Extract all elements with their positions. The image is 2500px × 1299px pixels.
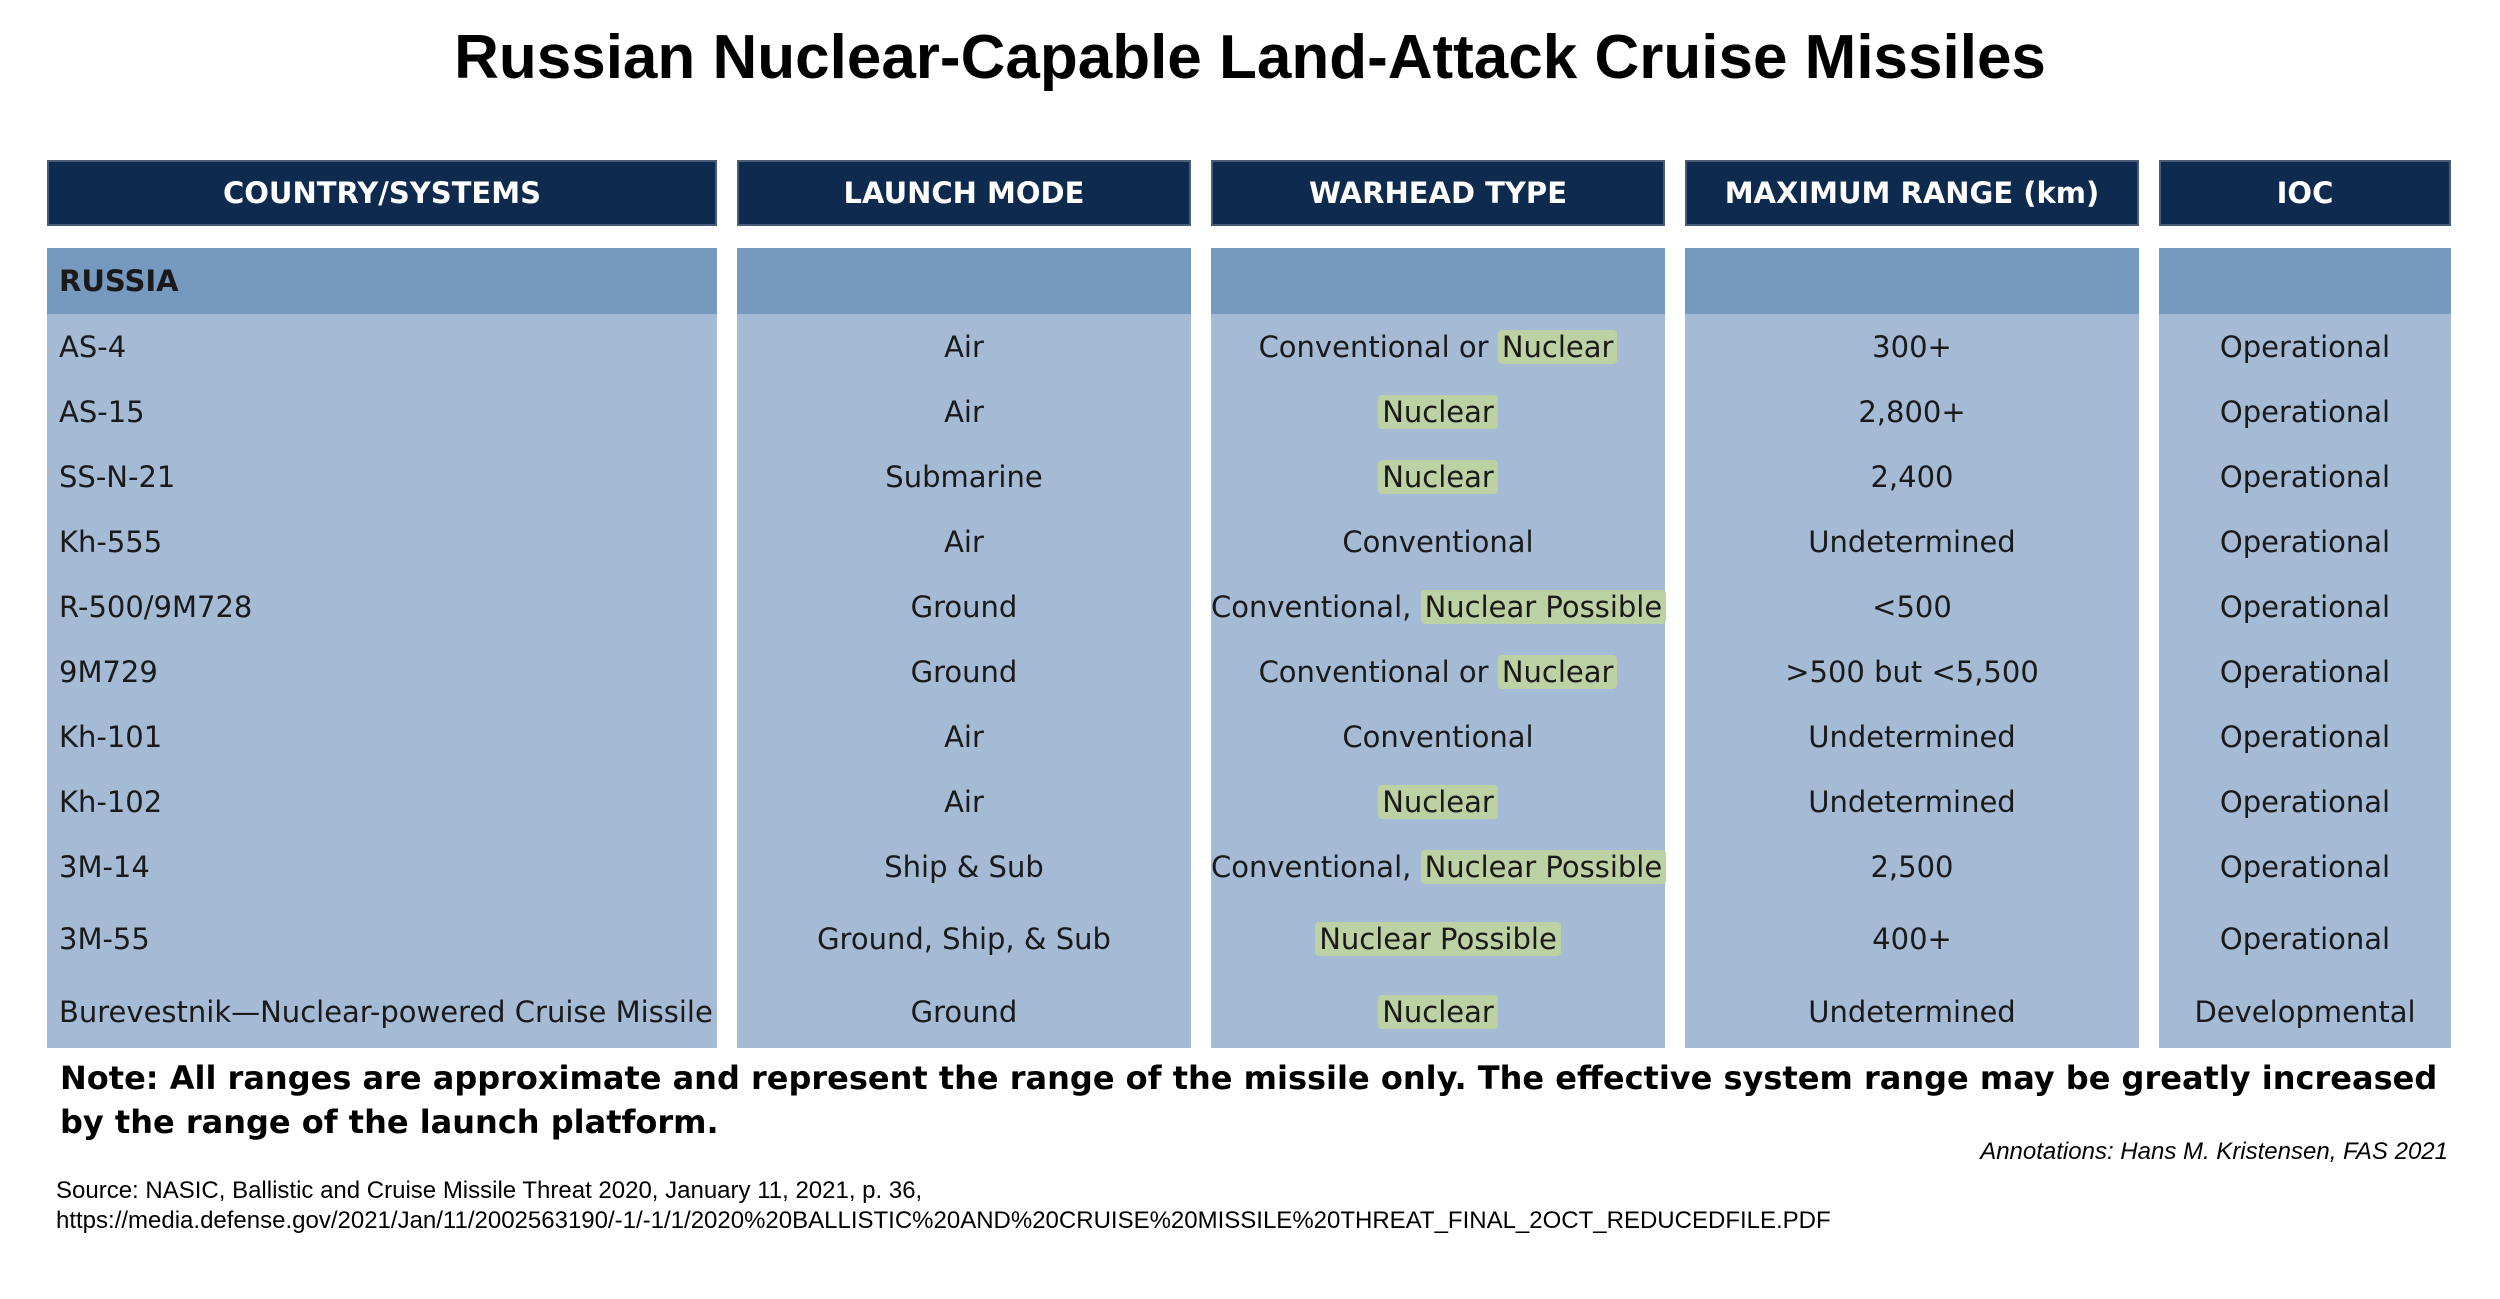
header-systems: COUNTRY/SYSTEMS bbox=[47, 160, 717, 226]
cell-range: Undetermined bbox=[1808, 785, 2016, 819]
header-ioc: IOC bbox=[2159, 160, 2451, 226]
warhead-highlight: Nuclear bbox=[1497, 330, 1618, 364]
warhead-highlight: Nuclear bbox=[1378, 395, 1498, 429]
warhead-text: Conventional, bbox=[1211, 590, 1421, 624]
cell-ioc: Operational bbox=[2219, 785, 2391, 819]
cell-ioc: Operational bbox=[2219, 720, 2391, 754]
group-band bbox=[2159, 248, 2451, 314]
cell-ioc: Operational bbox=[2219, 655, 2391, 689]
cell-launch: Air bbox=[944, 395, 984, 429]
source-line: Source: NASIC, Ballistic and Cruise Miss… bbox=[56, 1177, 923, 1204]
cell-launch: Submarine bbox=[885, 460, 1043, 494]
cell-launch: Air bbox=[944, 525, 984, 559]
header-max-range: MAXIMUM RANGE (km) bbox=[1685, 160, 2139, 226]
column-ioc: IOC Operational Operational Operational Ope… bbox=[2159, 160, 2451, 1048]
group-band bbox=[737, 248, 1191, 314]
column-launch-mode: LAUNCH MODE Air Air Submarine Air Ground Grou… bbox=[737, 160, 1191, 1048]
cell-launch: Ground bbox=[910, 590, 1018, 624]
header-warhead-type: WARHEAD TYPE bbox=[1211, 160, 1665, 226]
cell-system: 9M729 bbox=[59, 655, 158, 689]
page-title: Russian Nuclear-Capable Land-Attack Crui… bbox=[454, 23, 2046, 92]
cell-launch: Ground bbox=[910, 995, 1018, 1029]
cell-system: SS-N-21 bbox=[59, 460, 176, 494]
source-url: https://media.defense.gov/2021/Jan/11/20… bbox=[56, 1207, 1831, 1234]
warhead-highlight: Nuclear bbox=[1378, 460, 1498, 494]
cell-range: Undetermined bbox=[1808, 995, 2016, 1029]
cell-warhead: Conventional, Nuclear Possible bbox=[1211, 577, 1667, 637]
warhead-highlight: Nuclear Possible bbox=[1315, 922, 1561, 956]
warhead-highlight: Nuclear bbox=[1378, 995, 1498, 1029]
cell-system: 3M-55 bbox=[59, 922, 150, 956]
cell-range: 400+ bbox=[1872, 922, 1952, 956]
group-band bbox=[1211, 248, 1665, 314]
cell-system: R-500/9M728 bbox=[59, 590, 253, 624]
cell-warhead: Nuclear bbox=[1211, 447, 1665, 507]
cell-range: 2,800+ bbox=[1858, 395, 1966, 429]
warhead-text: Conventional or bbox=[1258, 655, 1498, 689]
cell-launch: Ground bbox=[910, 655, 1018, 689]
cell-range: Undetermined bbox=[1808, 720, 2016, 754]
cell-launch: Ship & Sub bbox=[884, 850, 1044, 884]
header-launch-mode: LAUNCH MODE bbox=[737, 160, 1191, 226]
cell-warhead: Nuclear bbox=[1211, 772, 1665, 832]
group-band bbox=[1685, 248, 2139, 314]
cell-range: <500 bbox=[1872, 590, 1952, 624]
cell-launch: Ground, Ship, & Sub bbox=[817, 922, 1111, 956]
warhead-highlight: Nuclear bbox=[1378, 785, 1498, 819]
warhead-text: Conventional bbox=[1342, 525, 1534, 559]
cell-range: Undetermined bbox=[1808, 525, 2016, 559]
cell-system: Burevestnik—Nuclear-powered Cruise Missi… bbox=[59, 995, 713, 1029]
annotation-credit: Annotations: Hans M. Kristensen, FAS 202… bbox=[1980, 1138, 2448, 1165]
cell-ioc: Operational bbox=[2219, 922, 2391, 956]
cell-ioc: Operational bbox=[2219, 850, 2391, 884]
cell-ioc: Operational bbox=[2219, 590, 2391, 624]
column-systems: COUNTRY/SYSTEMS RUSSIA AS-4 AS-15 SS-N-21 K… bbox=[47, 160, 717, 1048]
column-warhead-type: WARHEAD TYPE Conventional or Nuclear Nucl… bbox=[1211, 160, 1667, 1048]
cell-warhead: Conventional bbox=[1211, 707, 1665, 767]
cell-system: 3M-14 bbox=[59, 850, 150, 884]
source-citation: Source: NASIC, Ballistic and Cruise Miss… bbox=[56, 1176, 1831, 1236]
cell-range: 300+ bbox=[1872, 330, 1952, 364]
cell-warhead: Conventional bbox=[1211, 512, 1665, 572]
group-band: RUSSIA bbox=[47, 248, 717, 314]
warhead-text: Conventional, bbox=[1211, 850, 1421, 884]
column-body-launch-mode: Air Air Submarine Air Ground Ground Air Air Ship… bbox=[737, 248, 1191, 1048]
cell-launch: Air bbox=[944, 785, 984, 819]
column-body-max-range: 300+ 2,800+ 2,400 Undetermined <500 >500 but … bbox=[1685, 248, 2139, 1048]
cell-ioc: Developmental bbox=[2194, 995, 2416, 1029]
group-label: RUSSIA bbox=[59, 264, 179, 298]
cell-ioc: Operational bbox=[2219, 525, 2391, 559]
warhead-highlight: Nuclear Possible bbox=[1420, 850, 1667, 884]
cell-range: 2,500 bbox=[1870, 850, 1954, 884]
cell-warhead: Conventional, Nuclear Possible bbox=[1211, 837, 1667, 897]
cell-launch: Air bbox=[944, 720, 984, 754]
footnote: Note: All ranges are approximate and rep… bbox=[60, 1059, 2438, 1141]
warhead-highlight: Nuclear Possible bbox=[1420, 590, 1667, 624]
cell-system: Kh-102 bbox=[59, 785, 163, 819]
column-body-systems: RUSSIA AS-4 AS-15 SS-N-21 Kh-555 R-500/9M728… bbox=[47, 248, 717, 1048]
column-body-ioc: Operational Operational Operational Operati… bbox=[2159, 248, 2451, 1048]
warhead-highlight: Nuclear bbox=[1497, 655, 1618, 689]
cell-system: AS-4 bbox=[59, 330, 127, 364]
cell-warhead: Nuclear bbox=[1211, 382, 1665, 442]
cell-range: 2,400 bbox=[1870, 460, 1954, 494]
cell-ioc: Operational bbox=[2219, 330, 2391, 364]
cell-system: Kh-555 bbox=[59, 525, 163, 559]
cell-system: AS-15 bbox=[59, 395, 145, 429]
cell-ioc: Operational bbox=[2219, 460, 2391, 494]
cell-ioc: Operational bbox=[2219, 395, 2391, 429]
cell-warhead: Nuclear bbox=[1211, 982, 1665, 1042]
cell-warhead: Conventional or Nuclear bbox=[1211, 317, 1665, 377]
cell-system: Kh-101 bbox=[59, 720, 163, 754]
column-body-warhead-type: Conventional or Nuclear Nuclear Nuclear Con… bbox=[1211, 248, 1667, 1048]
warhead-text: Conventional bbox=[1342, 720, 1534, 754]
cell-launch: Air bbox=[944, 330, 984, 364]
column-max-range: MAXIMUM RANGE (km) 300+ 2,800+ 2,400 Undete… bbox=[1685, 160, 2139, 1048]
cell-warhead: Conventional or Nuclear bbox=[1211, 642, 1665, 702]
cell-range: >500 but <5,500 bbox=[1785, 655, 2039, 689]
cell-warhead: Nuclear Possible bbox=[1211, 909, 1665, 969]
warhead-text: Conventional or bbox=[1258, 330, 1498, 364]
